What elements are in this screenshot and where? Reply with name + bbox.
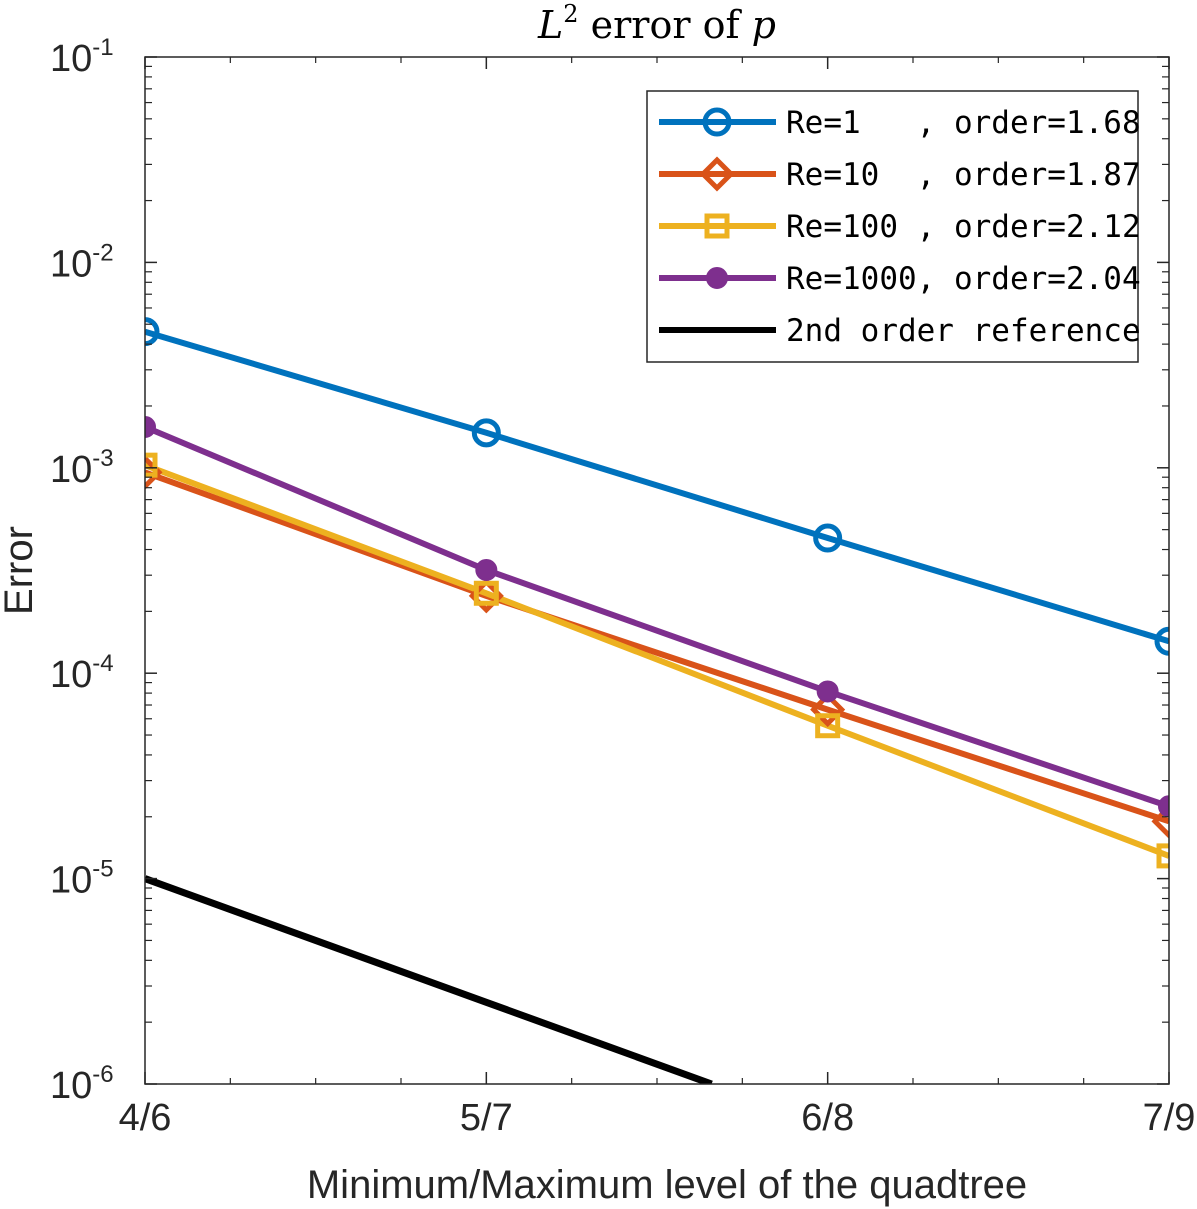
data-point-s3-3	[1158, 795, 1169, 818]
y-tick-label: 10-5	[50, 856, 114, 902]
data-point-s2-2	[815, 713, 841, 739]
legend-marker-2	[704, 213, 730, 239]
data-point-s1-3	[1151, 803, 1169, 839]
y-tick-label: 10-4	[50, 650, 114, 696]
x-tick-label: 7/9	[1143, 1097, 1196, 1139]
series-line-4	[145, 875, 713, 1084]
data-point-s1-2	[810, 692, 846, 728]
data-point-s0-1	[471, 418, 501, 448]
legend-label-2: Re=100 , order=2.12	[786, 209, 1141, 245]
series-line-0	[145, 328, 1169, 645]
legend-label-3: Re=1000, order=2.04	[786, 261, 1141, 297]
x-tick-label: 6/8	[801, 1097, 854, 1139]
legend-marker-3	[706, 267, 728, 289]
legend-marker-1	[699, 156, 735, 192]
legend-marker-0	[702, 107, 732, 137]
y-tick-label: 10-2	[50, 239, 114, 285]
data-point-s0-3	[1154, 626, 1169, 656]
y-axis-label: Error	[0, 526, 41, 615]
legend-box	[646, 90, 1139, 363]
data-point-s2-1	[473, 580, 499, 606]
data-point-s0-0	[145, 317, 160, 347]
x-tick-label: 4/6	[119, 1097, 172, 1139]
legend-label-0: Re=1 , order=1.68	[786, 105, 1141, 141]
y-tick-label: 10-6	[50, 1061, 114, 1107]
y-tick-label: 10-1	[50, 34, 114, 80]
series-line-2	[145, 462, 1169, 859]
x-tick-label: 5/7	[460, 1097, 513, 1139]
data-point-s3-1	[475, 559, 498, 582]
series-line-3	[145, 424, 1169, 810]
x-axis-label: Minimum/Maximum level of the quadtree	[307, 1163, 1027, 1207]
data-point-s0-2	[813, 523, 843, 553]
chart-title: L2 error of p	[537, 0, 776, 47]
series-line-1	[145, 469, 1169, 825]
data-point-s2-0	[145, 452, 158, 478]
y-tick-label: 10-3	[50, 445, 114, 491]
data-point-s3-0	[145, 415, 156, 438]
data-point-s2-3	[1156, 843, 1169, 869]
legend-label-1: Re=10 , order=1.87	[786, 157, 1141, 193]
legend-label-4: 2nd order reference	[786, 313, 1141, 349]
data-point-s3-2	[816, 680, 839, 703]
